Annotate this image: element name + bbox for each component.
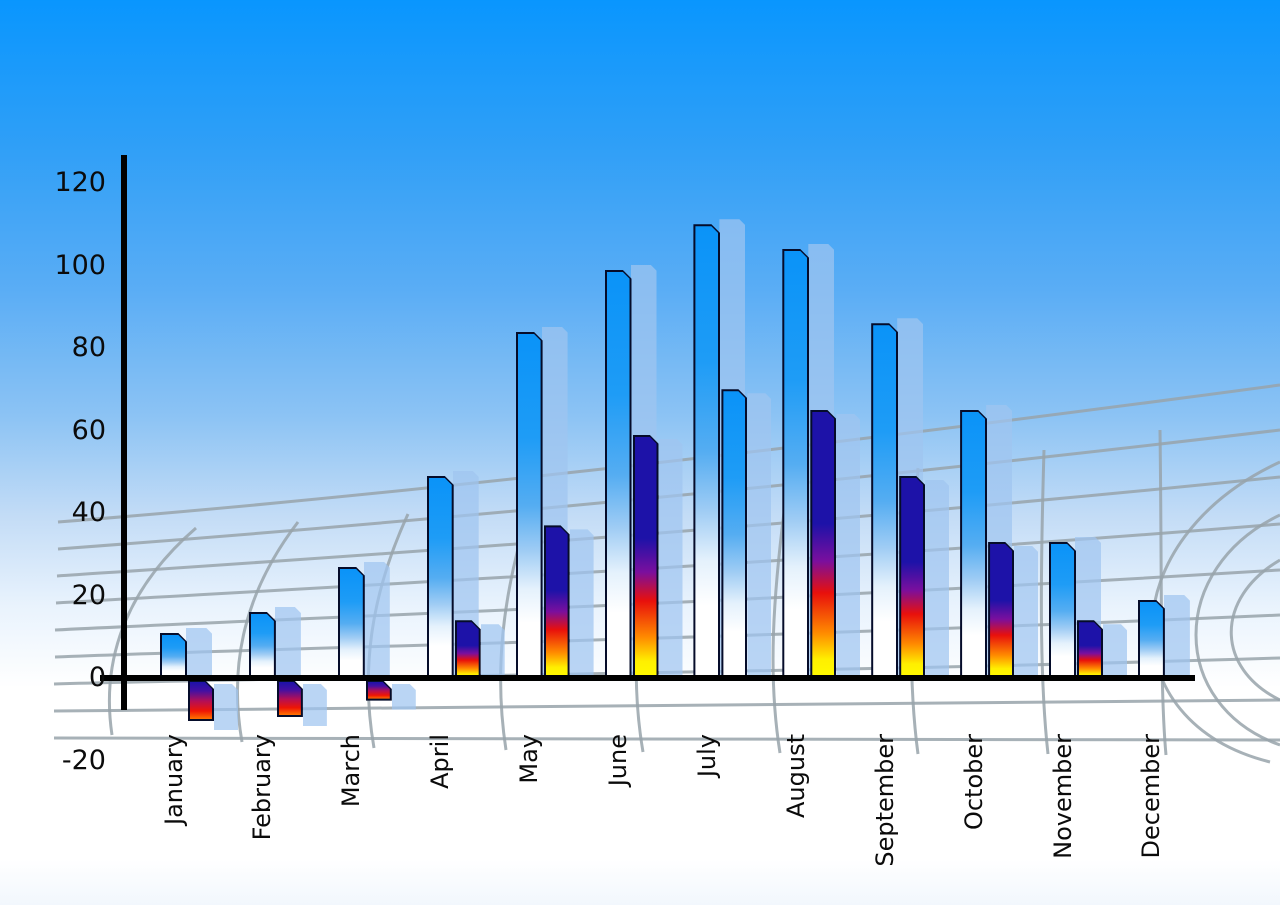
bar-fill <box>429 478 452 678</box>
bar-fill <box>1051 544 1074 678</box>
x-axis-label-july: July <box>692 734 721 778</box>
bar-fill <box>873 325 896 678</box>
bar-fill <box>340 569 363 678</box>
y-axis-line <box>121 155 127 710</box>
y-tick-label-0: 0 <box>88 662 106 693</box>
bar-october-primary <box>960 410 987 678</box>
bar-fill <box>251 614 274 678</box>
y-tick-label-120: 120 <box>54 167 106 198</box>
y-tick-label-80: 80 <box>71 332 106 363</box>
bar-fill <box>190 682 212 719</box>
x-axis-label-may: May <box>515 734 544 784</box>
bar-june-secondary <box>633 435 659 678</box>
bar-may-secondary <box>544 525 570 678</box>
bar-echo-december-primary <box>1164 595 1190 678</box>
x-axis-label-february: February <box>248 734 277 841</box>
bar-fill <box>546 527 568 678</box>
y-tick-label-60: 60 <box>71 414 106 446</box>
bar-may-primary <box>516 332 543 679</box>
bar-fill <box>901 478 923 678</box>
bar-january-secondary <box>188 680 214 721</box>
x-axis-label-october: October <box>959 734 988 831</box>
bar-april-secondary <box>455 620 481 678</box>
x-axis-label-november: November <box>1048 734 1077 859</box>
bar-fill <box>723 391 745 678</box>
bar-fill <box>812 412 834 678</box>
x-axis-label-april: April <box>426 734 455 789</box>
bar-echo-february-secondary <box>303 684 327 726</box>
bar-echo-january-secondary <box>214 684 238 730</box>
bar-august-secondary <box>810 410 836 678</box>
bar-fill <box>368 682 390 699</box>
bar-february-primary <box>249 612 276 678</box>
bar-fill <box>607 272 630 678</box>
bar-echo-july-secondary <box>747 393 771 680</box>
bar-july-primary <box>693 224 720 678</box>
bar-echo-april-secondary <box>481 624 505 680</box>
bar-echo-september-secondary <box>925 480 949 680</box>
bar-fill <box>1079 622 1101 678</box>
x-axis-label-august: August <box>781 734 810 818</box>
bar-february-secondary <box>277 680 303 717</box>
bar-fill <box>962 412 985 678</box>
bar-fill <box>695 226 718 678</box>
x-axis-baseline <box>100 675 1195 681</box>
bar-june-primary <box>605 270 632 678</box>
y-tick-label-40: 40 <box>71 497 106 528</box>
bar-march-primary <box>338 567 365 678</box>
bar-echo-november-secondary <box>1103 624 1127 680</box>
bar-echo-january-primary <box>186 628 212 678</box>
bar-echo-october-secondary <box>1014 546 1038 680</box>
bar-july-secondary <box>721 389 747 678</box>
bar-echo-may-secondary <box>570 529 594 680</box>
bar-fill <box>1140 602 1163 678</box>
bar-fill <box>635 437 657 678</box>
bar-august-primary <box>782 249 809 678</box>
x-axis-label-january: January <box>159 734 188 825</box>
bar-september-secondary <box>899 476 925 678</box>
y-tick-label-100: 100 <box>54 249 106 281</box>
bar-october-secondary <box>988 542 1014 678</box>
bar-december-primary <box>1138 600 1165 678</box>
bar-fill <box>162 635 185 678</box>
bar-echo-august-secondary <box>836 414 860 680</box>
bar-march-secondary <box>366 680 392 701</box>
y-tick-label-20: 20 <box>71 579 106 611</box>
bar-echo-march-secondary <box>392 684 416 710</box>
x-axis-label-june: June <box>604 734 632 787</box>
x-axis-label-september: September <box>870 734 899 867</box>
bar-fill <box>279 682 301 715</box>
bar-fill <box>990 544 1012 678</box>
bar-january-primary <box>160 633 187 678</box>
bar-echo-june-secondary <box>659 439 683 680</box>
bar-fill <box>457 622 479 678</box>
x-axis-label-december: December <box>1137 734 1166 859</box>
bar-november-primary <box>1049 542 1076 678</box>
bar-april-primary <box>427 476 454 678</box>
bar-fill <box>784 251 807 678</box>
bar-november-secondary <box>1077 620 1103 678</box>
y-tick-label--20: -20 <box>61 744 106 776</box>
bar-echo-march-primary <box>364 562 390 678</box>
bar-fill <box>518 334 541 679</box>
bar-echo-february-primary <box>275 607 301 678</box>
bar-september-primary <box>871 323 898 678</box>
x-axis-label-march: March <box>337 734 366 808</box>
